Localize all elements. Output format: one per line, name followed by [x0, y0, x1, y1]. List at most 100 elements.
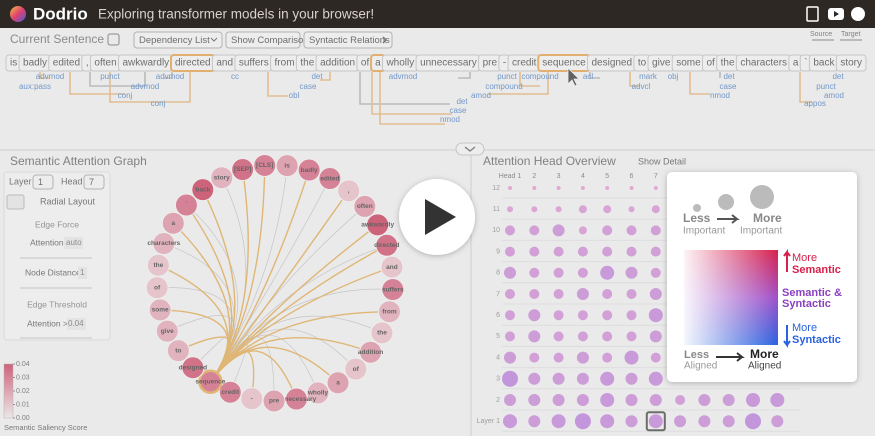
head-cell[interactable] — [698, 394, 711, 406]
graph-node[interactable] — [155, 319, 179, 343]
head-cell[interactable] — [505, 331, 515, 342]
head-cell[interactable] — [577, 310, 588, 321]
head-cell[interactable] — [531, 206, 538, 213]
toolbar-button[interactable] — [133, 31, 223, 49]
head-cell[interactable] — [649, 394, 662, 406]
head-cell[interactable] — [552, 372, 565, 385]
head-cell[interactable] — [745, 413, 761, 430]
graph-node[interactable] — [262, 389, 286, 413]
graph-node[interactable] — [148, 298, 172, 322]
head-cell[interactable] — [626, 246, 637, 257]
head-cell[interactable] — [722, 394, 735, 406]
head-cell[interactable] — [602, 289, 613, 299]
edit-icon[interactable] — [107, 33, 120, 46]
head-cell[interactable] — [553, 310, 564, 321]
head-cell[interactable] — [626, 331, 637, 342]
layout-icon[interactable] — [6, 194, 25, 210]
head-cell[interactable] — [553, 267, 564, 278]
head-cell[interactable] — [577, 267, 588, 278]
head-cell[interactable] — [574, 413, 591, 430]
head-cell[interactable] — [552, 394, 565, 406]
graph-node[interactable] — [210, 166, 234, 190]
pdf-icon[interactable] — [806, 6, 819, 22]
head-select[interactable] — [83, 174, 105, 190]
head-cell[interactable] — [649, 330, 662, 343]
head-cell[interactable] — [722, 415, 735, 428]
head-cell[interactable] — [600, 414, 615, 429]
graph-node[interactable] — [337, 179, 361, 203]
head-cell[interactable] — [602, 225, 613, 236]
head-cell[interactable] — [625, 415, 638, 428]
head-cell[interactable] — [600, 371, 615, 386]
graph-node[interactable] — [146, 253, 170, 277]
collapse-button[interactable] — [455, 142, 485, 156]
github-icon[interactable] — [851, 7, 865, 21]
head-cell[interactable] — [648, 414, 663, 429]
head-cell[interactable] — [603, 205, 612, 214]
head-cell[interactable] — [653, 186, 658, 190]
head-cell[interactable] — [528, 330, 541, 343]
graph-node[interactable] — [191, 178, 215, 202]
head-cell[interactable] — [553, 352, 564, 363]
head-cell[interactable] — [508, 186, 512, 190]
head-cell[interactable] — [624, 350, 639, 365]
head-cell[interactable] — [555, 206, 562, 213]
head-cell[interactable] — [576, 372, 589, 385]
head-cell[interactable] — [529, 352, 540, 363]
graph-node[interactable] — [198, 369, 223, 395]
head-cell[interactable] — [529, 246, 540, 257]
head-cell[interactable] — [504, 266, 516, 279]
head-cell[interactable] — [771, 415, 784, 428]
head-cell[interactable] — [556, 186, 561, 190]
head-cell[interactable] — [507, 206, 513, 213]
head-cell[interactable] — [532, 186, 537, 190]
head-cell[interactable] — [553, 331, 564, 342]
head-cell[interactable] — [505, 246, 515, 257]
graph-node[interactable] — [359, 340, 383, 364]
graph-node[interactable] — [166, 339, 190, 363]
graph-node[interactable] — [181, 356, 205, 380]
head-cell[interactable] — [502, 370, 518, 387]
graph-node[interactable] — [375, 233, 399, 257]
head-cell[interactable] — [651, 205, 660, 214]
head-cell[interactable] — [528, 372, 541, 385]
graph-node[interactable] — [344, 357, 368, 381]
head-cell[interactable] — [602, 352, 613, 363]
head-cell[interactable] — [605, 186, 610, 190]
graph-node[interactable] — [318, 167, 342, 191]
head-cell[interactable] — [626, 225, 637, 236]
graph-node[interactable] — [297, 158, 321, 182]
head-cell[interactable] — [576, 288, 589, 300]
graph-node[interactable] — [370, 321, 394, 345]
head-cell[interactable] — [528, 309, 541, 322]
head-cell[interactable] — [626, 310, 637, 321]
graph-node[interactable] — [218, 380, 242, 404]
head-cell[interactable] — [625, 372, 638, 385]
head-cell[interactable] — [529, 289, 540, 299]
graph-node[interactable] — [174, 193, 198, 217]
graph-node[interactable] — [366, 213, 390, 237]
head-cell[interactable] — [600, 265, 615, 280]
toolbar-button[interactable] — [225, 31, 301, 49]
head-cell[interactable] — [553, 289, 564, 299]
graph-node[interactable] — [381, 278, 405, 302]
head-cell[interactable] — [578, 205, 587, 214]
head-cell[interactable] — [551, 414, 566, 429]
head-cell[interactable] — [648, 308, 663, 323]
head-cell[interactable] — [553, 246, 564, 257]
layer-select[interactable] — [32, 174, 54, 190]
graph-node[interactable] — [231, 158, 255, 182]
head-cell[interactable] — [577, 246, 588, 257]
head-cell[interactable] — [504, 351, 516, 364]
head-cell[interactable] — [505, 289, 515, 299]
head-cell[interactable] — [629, 186, 634, 190]
head-cell[interactable] — [529, 225, 540, 236]
head-cell[interactable] — [602, 331, 613, 342]
head-cell[interactable] — [698, 415, 711, 428]
head-cell[interactable] — [628, 206, 635, 213]
head-cell[interactable] — [625, 266, 638, 279]
head-cell[interactable] — [505, 310, 515, 321]
graph-node[interactable] — [284, 387, 308, 411]
head-cell[interactable] — [675, 395, 686, 405]
graph-node[interactable] — [152, 232, 176, 256]
